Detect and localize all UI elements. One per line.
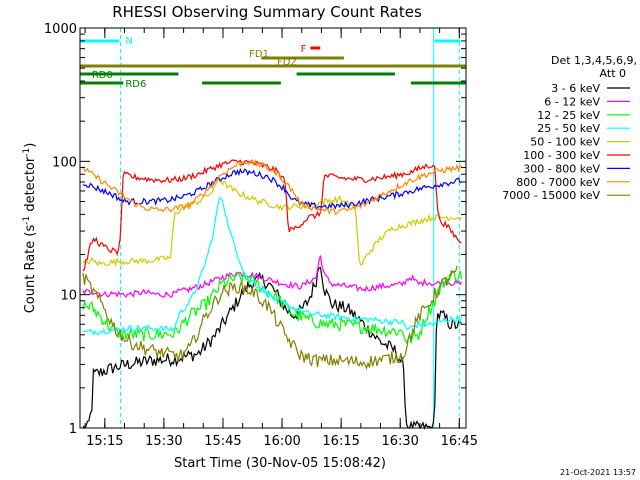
x-tick-label: 16:30 (381, 434, 418, 449)
legend-label: 6 - 12 keV (544, 95, 600, 108)
flag-label-f: F (301, 44, 307, 55)
series-line (82, 159, 462, 272)
y-axis-label-part: Count Rate (s (23, 225, 38, 314)
y-tick-label: 1000 (44, 22, 77, 37)
chart-title: RHESSI Observing Summary Count Rates (112, 3, 422, 21)
x-tick-label: 16:45 (441, 434, 478, 449)
plot-area: N F FD1 FD2 RD0 RD6 (79, 27, 467, 430)
legend-label: 50 - 100 keV (530, 136, 600, 149)
legend-label: 800 - 7000 keV (516, 176, 600, 189)
legend-header-line: Att 0 (600, 67, 626, 80)
series-line (82, 265, 458, 371)
flag-label-n: N (125, 36, 132, 47)
y-axis-label-exponent: -1 (22, 216, 32, 225)
axis-ticks: 1 10 100 1000 15:15 15:30 15:45 16:00 16:15 16:30… (44, 22, 478, 449)
x-axis-label: Start Time (30-Nov-05 15:08:42) (174, 456, 386, 471)
footer-date: 21-Oct-2021 13:57 (560, 468, 636, 477)
flag-label-rd0: RD0 (92, 70, 113, 81)
x-tick-label: 15:15 (86, 434, 123, 449)
y-axis-label: Count Rate (s-1 detector-1) (22, 143, 38, 314)
y-axis-label-exponent: -1 (22, 148, 32, 157)
series-line (82, 158, 462, 216)
flag-label-fd2: FD2 (277, 57, 297, 68)
plot-frame (79, 27, 467, 429)
flag-label-fd1: FD1 (249, 49, 269, 60)
series-line (82, 177, 462, 267)
x-tick-label: 16:00 (263, 434, 300, 449)
x-tick-label: 15:30 (145, 434, 182, 449)
y-tick-label: 10 (60, 289, 77, 304)
legend-label: 3 - 6 keV (551, 82, 600, 95)
y-tick-label: 100 (52, 155, 77, 170)
legend-label: 100 - 300 keV (523, 149, 600, 162)
x-tick-label: 16:15 (322, 434, 359, 449)
series-line (82, 266, 462, 430)
y-axis-label-part: ) (23, 143, 38, 148)
legend-label: 25 - 50 keV (537, 122, 600, 135)
legend-header-line: Det 1,3,4,5,6,9, (551, 54, 637, 67)
flag-label-rd6: RD6 (125, 79, 146, 90)
legend-label: 300 - 800 keV (523, 162, 600, 175)
x-tick-label: 15:45 (204, 434, 241, 449)
y-tick-label: 1 (69, 422, 77, 437)
legend-label: 12 - 25 keV (537, 109, 600, 122)
series-line (82, 255, 463, 298)
y-axis-label-part: detector (23, 156, 38, 216)
series-line (82, 167, 462, 210)
series-line (82, 196, 463, 336)
legend-label: 7000 - 15000 keV (502, 189, 600, 202)
